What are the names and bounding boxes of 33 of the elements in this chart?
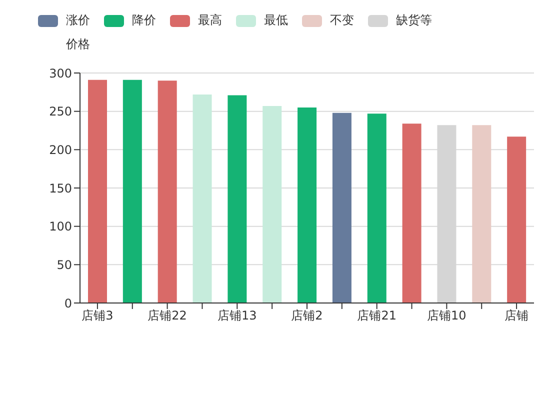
x-tick-label: 店铺2 (291, 308, 323, 323)
bar (332, 112, 352, 303)
bar (367, 114, 386, 303)
legend-label: 缺货等 (396, 12, 432, 29)
legend-label: 最低 (264, 12, 288, 29)
bar (158, 80, 177, 303)
y-tick-label: 100 (49, 220, 72, 234)
x-tick-label: 店铺 (504, 308, 529, 323)
bar (88, 80, 107, 303)
x-tick-label: 店铺10 (427, 308, 466, 323)
y-tick-label: 200 (49, 142, 72, 157)
x-tick-label: 店铺3 (82, 308, 114, 323)
legend-label: 涨价 (66, 12, 90, 29)
legend-label: 不变 (330, 12, 354, 29)
y-tick-label: 150 (49, 181, 72, 196)
y-tick-label: 50 (56, 258, 72, 272)
bar (298, 108, 317, 303)
bar (228, 95, 247, 303)
y-tick-label: 250 (49, 104, 72, 119)
y-tick-label: 0 (64, 296, 72, 310)
x-tick-label: 店铺22 (148, 308, 187, 323)
x-tick-label: 店铺21 (357, 308, 396, 323)
legend-label: 最高 (198, 12, 222, 29)
y-axis-title: 价格 (66, 36, 90, 53)
bar (507, 136, 526, 303)
bar (122, 80, 142, 303)
legend-label: 降价 (132, 12, 156, 29)
x-tick-label: 店铺13 (218, 308, 257, 323)
bar (192, 94, 212, 303)
bar (472, 125, 492, 303)
bar (402, 124, 422, 303)
bar (262, 106, 282, 303)
y-tick-label: 300 (49, 66, 72, 80)
